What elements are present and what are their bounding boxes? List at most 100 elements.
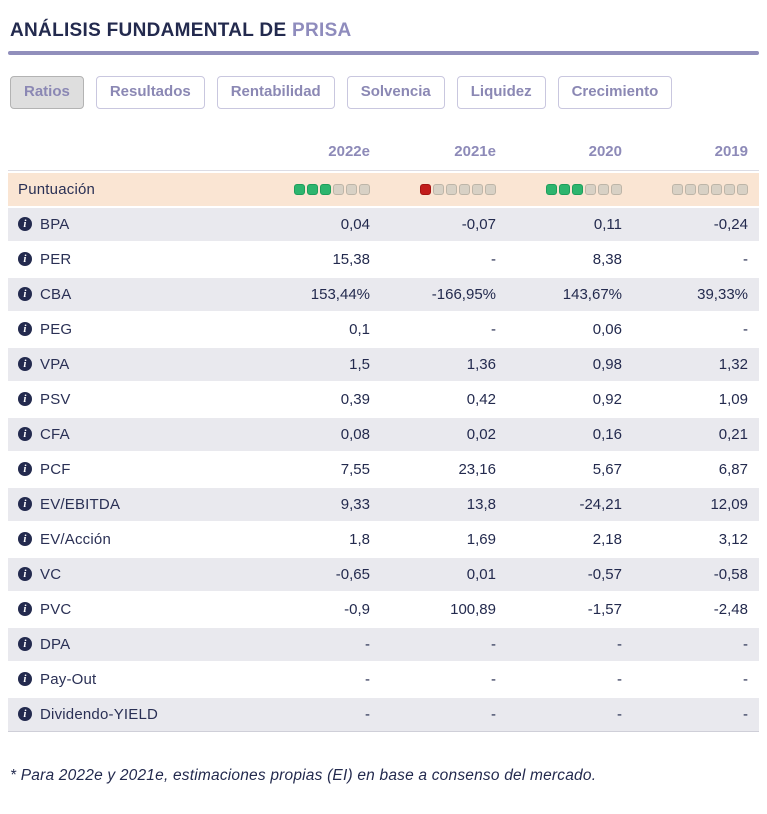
column-header-2019: 2019 bbox=[714, 142, 748, 160]
row-label-cell: i Dividendo-YIELD bbox=[18, 706, 244, 723]
info-icon[interactable]: i bbox=[18, 322, 32, 336]
table-row-dividendo-yield: i Dividendo-YIELD - - - - bbox=[8, 697, 759, 731]
cell-2019: 12,09 bbox=[710, 495, 748, 513]
score-square-filled-green bbox=[294, 183, 305, 195]
row-label: PSV bbox=[40, 390, 71, 408]
score-square-empty bbox=[446, 183, 457, 195]
info-icon[interactable]: i bbox=[18, 462, 32, 476]
cell-2020: - bbox=[617, 705, 622, 723]
cell-2022e: - bbox=[365, 670, 370, 688]
cell-2021e: 0,02 bbox=[466, 425, 496, 443]
row-label-cell: i PEG bbox=[18, 321, 244, 338]
cell-2022e: - bbox=[365, 705, 370, 723]
row-label-cell: i PCF bbox=[18, 461, 244, 478]
score-indicator-2021e bbox=[370, 183, 496, 195]
row-label-cell: i PSV bbox=[18, 391, 244, 408]
tab-rentabilidad[interactable]: Rentabilidad bbox=[216, 76, 335, 109]
cell-2022e: 7,55 bbox=[340, 460, 370, 478]
column-header-2020: 2020 bbox=[588, 142, 622, 160]
info-icon[interactable]: i bbox=[18, 427, 32, 441]
cell-2019: 1,32 bbox=[718, 355, 748, 373]
tab-liquidez[interactable]: Liquidez bbox=[456, 76, 546, 109]
score-square-empty bbox=[472, 183, 483, 195]
info-icon[interactable]: i bbox=[18, 532, 32, 546]
cell-2020: - bbox=[617, 635, 622, 653]
table-row-dpa: i DPA - - - - bbox=[8, 627, 759, 661]
page-title: ANÁLISIS FUNDAMENTAL DE PRISA bbox=[8, 20, 759, 42]
row-label: VC bbox=[40, 565, 62, 583]
cell-2022e: 0,1 bbox=[349, 320, 370, 338]
cell-2021e: - bbox=[491, 670, 496, 688]
table-row-cba: i CBA 153,44% -166,95% 143,67% 39,33% bbox=[8, 277, 759, 311]
cell-2019: -0,58 bbox=[713, 565, 748, 583]
cell-2019: - bbox=[743, 635, 748, 653]
cell-2020: 0,16 bbox=[592, 425, 622, 443]
row-label: DPA bbox=[40, 635, 71, 653]
score-square-empty bbox=[433, 183, 444, 195]
cell-2021e: 1,69 bbox=[466, 530, 496, 548]
cell-2021e: -166,95% bbox=[431, 285, 496, 303]
cell-2019: - bbox=[743, 670, 748, 688]
info-icon[interactable]: i bbox=[18, 252, 32, 266]
cell-2020: - bbox=[617, 670, 622, 688]
cell-2019: 1,09 bbox=[718, 390, 748, 408]
row-label: CBA bbox=[40, 285, 72, 303]
score-square-empty bbox=[459, 183, 470, 195]
table-row-psv: i PSV 0,39 0,42 0,92 1,09 bbox=[8, 382, 759, 416]
cell-2021e: 0,42 bbox=[466, 390, 496, 408]
score-square-empty bbox=[711, 183, 722, 195]
cell-2019: - bbox=[743, 705, 748, 723]
cell-2022e: 0,04 bbox=[340, 215, 370, 233]
cell-2019: 39,33% bbox=[697, 285, 748, 303]
cell-2021e: - bbox=[491, 250, 496, 268]
title-divider bbox=[8, 51, 759, 55]
score-indicator-2019 bbox=[622, 183, 748, 195]
tab-resultados[interactable]: Resultados bbox=[95, 76, 205, 109]
row-label-cell: i CBA bbox=[18, 286, 244, 303]
cell-2021e: 0,01 bbox=[466, 565, 496, 583]
cell-2020: 0,92 bbox=[592, 390, 622, 408]
tab-crecimiento[interactable]: Crecimiento bbox=[557, 76, 673, 109]
info-icon[interactable]: i bbox=[18, 217, 32, 231]
score-square-filled-green bbox=[559, 183, 570, 195]
tab-ratios[interactable]: Ratios bbox=[10, 76, 84, 109]
cell-2020: 2,18 bbox=[592, 530, 622, 548]
tab-bar: Ratios Resultados Rentabilidad Solvencia Liq… bbox=[8, 76, 759, 109]
info-icon[interactable]: i bbox=[18, 707, 32, 721]
info-icon[interactable]: i bbox=[18, 497, 32, 511]
cell-2022e: 1,5 bbox=[349, 355, 370, 373]
cell-2020: -24,21 bbox=[579, 495, 622, 513]
row-label-cell: i DPA bbox=[18, 636, 244, 653]
cell-2021e: - bbox=[491, 635, 496, 653]
score-row-label: Puntuación bbox=[18, 180, 96, 198]
cell-2020: 0,98 bbox=[592, 355, 622, 373]
row-label-cell: i EV/Acción bbox=[18, 531, 244, 548]
table-row-ev-ebitda: i EV/EBITDA 9,33 13,8 -24,21 12,09 bbox=[8, 487, 759, 521]
page-title-prefix: ANÁLISIS FUNDAMENTAL DE bbox=[10, 20, 292, 41]
score-square-filled-red bbox=[420, 183, 431, 195]
info-icon[interactable]: i bbox=[18, 357, 32, 371]
cell-2022e: - bbox=[365, 635, 370, 653]
row-label-cell: i VPA bbox=[18, 356, 244, 373]
cell-2020: 0,06 bbox=[592, 320, 622, 338]
tab-solvencia[interactable]: Solvencia bbox=[346, 76, 445, 109]
row-label: PEG bbox=[40, 320, 73, 338]
column-header-2022e: 2022e bbox=[328, 142, 370, 160]
score-square-filled-green bbox=[307, 183, 318, 195]
info-icon[interactable]: i bbox=[18, 637, 32, 651]
score-square-empty bbox=[359, 183, 370, 195]
score-square-empty bbox=[485, 183, 496, 195]
info-icon[interactable]: i bbox=[18, 672, 32, 686]
info-icon[interactable]: i bbox=[18, 602, 32, 616]
table-row-peg: i PEG 0,1 - 0,06 - bbox=[8, 312, 759, 346]
score-square-empty bbox=[737, 183, 748, 195]
row-label-cell: i EV/EBITDA bbox=[18, 496, 244, 513]
score-square-empty bbox=[585, 183, 596, 195]
score-square-empty bbox=[333, 183, 344, 195]
score-square-filled-green bbox=[572, 183, 583, 195]
cell-2020: 5,67 bbox=[592, 460, 622, 478]
info-icon[interactable]: i bbox=[18, 567, 32, 581]
cell-2019: -0,24 bbox=[713, 215, 748, 233]
info-icon[interactable]: i bbox=[18, 287, 32, 301]
info-icon[interactable]: i bbox=[18, 392, 32, 406]
